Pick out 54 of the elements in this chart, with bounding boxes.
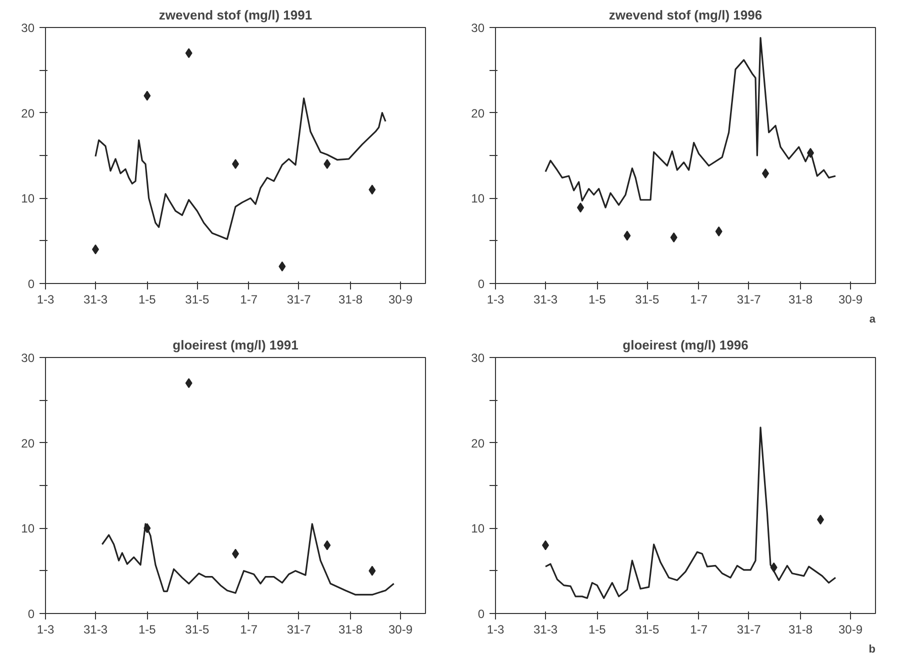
x-tick-label: 30-9 bbox=[388, 622, 413, 636]
y-tick-label: 10 bbox=[471, 192, 485, 206]
y-tick-label: 30 bbox=[471, 351, 485, 365]
x-tick-label: 1-7 bbox=[690, 622, 708, 636]
chart-title: gloeirest (mg/l) 1991 bbox=[172, 338, 298, 352]
y-tick-label: 0 bbox=[28, 277, 35, 291]
x-tick-label: 1-5 bbox=[588, 292, 606, 306]
x-tick-label: 31-7 bbox=[286, 292, 312, 306]
y-tick-label: 0 bbox=[28, 607, 35, 621]
x-tick-label: 1-3 bbox=[36, 622, 54, 636]
y-tick-label: 10 bbox=[21, 522, 35, 536]
y-tick-label: 20 bbox=[21, 106, 35, 120]
x-tick-label: 30-9 bbox=[838, 622, 863, 636]
x-tick-label: 31-7 bbox=[736, 292, 762, 306]
x-tick-label: 1-5 bbox=[138, 292, 156, 306]
x-tick-label: 31-5 bbox=[635, 292, 660, 306]
x-tick-label: 1-7 bbox=[240, 292, 258, 306]
x-tick-label: 31-3 bbox=[83, 292, 108, 306]
x-tick-label: 30-9 bbox=[388, 292, 413, 306]
x-tick-label: 31-3 bbox=[533, 622, 558, 636]
x-tick-label: 1-5 bbox=[588, 622, 606, 636]
x-tick-label: 31-7 bbox=[286, 622, 312, 636]
y-tick-label: 30 bbox=[21, 21, 35, 35]
text: a bbox=[869, 314, 876, 326]
y-tick-label: 20 bbox=[21, 436, 35, 450]
x-tick-label: 31-5 bbox=[185, 292, 210, 306]
x-tick-label: 31-8 bbox=[788, 622, 813, 636]
y-tick-label: 10 bbox=[21, 192, 35, 206]
chart-title: gloeirest (mg/l) 1996 bbox=[622, 338, 748, 352]
y-tick-label: 20 bbox=[471, 106, 485, 120]
x-tick-label: 1-3 bbox=[36, 292, 54, 306]
x-tick-label: 31-5 bbox=[635, 622, 660, 636]
y-tick-label: 0 bbox=[478, 607, 485, 621]
x-tick-label: 31-3 bbox=[533, 292, 558, 306]
x-tick-label: 1-3 bbox=[486, 622, 504, 636]
y-tick-label: 30 bbox=[21, 351, 35, 365]
x-tick-label: 31-8 bbox=[788, 292, 813, 306]
x-tick-label: 31-8 bbox=[338, 622, 363, 636]
chart-title: zwevend stof (mg/l) 1996 bbox=[608, 8, 762, 22]
y-tick-label: 0 bbox=[478, 277, 485, 291]
y-tick-label: 20 bbox=[471, 436, 485, 450]
x-tick-label: 31-7 bbox=[736, 622, 762, 636]
text: b bbox=[868, 644, 876, 656]
x-tick-label: 31-3 bbox=[83, 622, 108, 636]
x-tick-label: 31-8 bbox=[338, 292, 363, 306]
y-tick-label: 10 bbox=[471, 522, 485, 536]
x-tick-label: 1-3 bbox=[486, 292, 504, 306]
x-tick-label: 30-9 bbox=[838, 292, 863, 306]
chart-title: zwevend stof (mg/l) 1991 bbox=[158, 8, 312, 22]
x-tick-label: 1-7 bbox=[240, 622, 258, 636]
x-tick-label: 1-5 bbox=[138, 622, 156, 636]
x-tick-label: 31-5 bbox=[185, 622, 210, 636]
y-tick-label: 30 bbox=[471, 21, 485, 35]
x-tick-label: 1-7 bbox=[690, 292, 708, 306]
